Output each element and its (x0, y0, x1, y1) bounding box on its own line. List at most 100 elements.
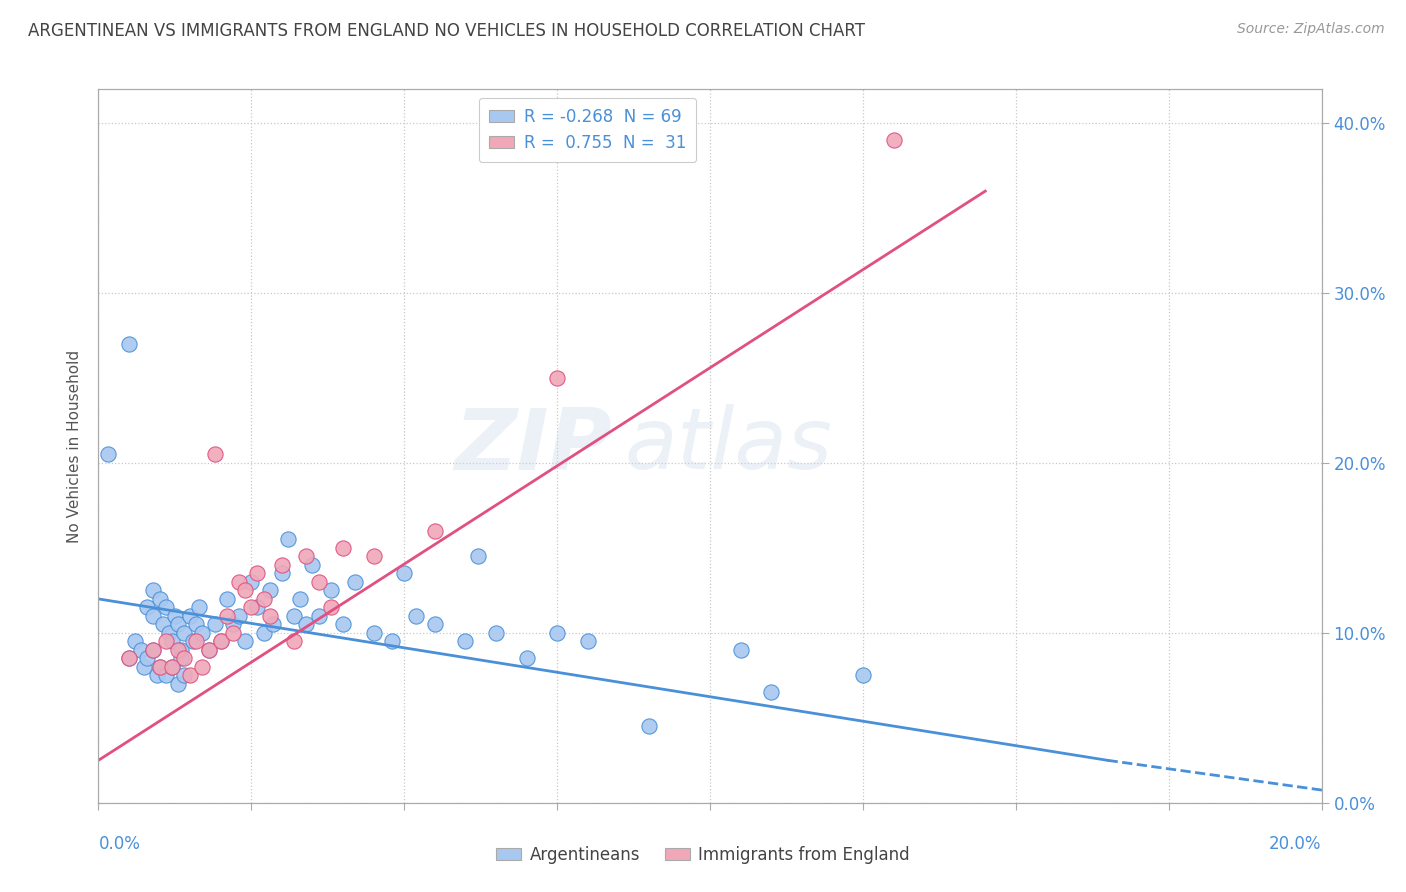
Point (179, 668, 201, 682)
Point (160, 634, 183, 648)
Point (181, 634, 204, 648)
Point (188, 600, 211, 615)
Point (283, 608, 305, 623)
Point (761, 685, 783, 699)
Point (118, 337, 141, 351)
Point (576, 634, 599, 648)
Point (197, 643, 219, 657)
Point (170, 643, 193, 657)
Point (228, 608, 250, 623)
Point (308, 608, 330, 623)
Point (215, 608, 238, 623)
Text: atlas: atlas (624, 404, 832, 488)
Point (332, 617, 354, 632)
Point (252, 626, 274, 640)
Point (167, 677, 190, 691)
Point (262, 617, 284, 632)
Point (228, 574, 250, 589)
Point (142, 608, 165, 623)
Point (173, 651, 195, 665)
Point (240, 600, 263, 615)
Text: 20.0%: 20.0% (1270, 835, 1322, 853)
Point (252, 591, 274, 606)
Point (363, 549, 385, 564)
Point (246, 600, 269, 615)
Point (186, 634, 208, 648)
Point (149, 591, 172, 606)
Point (142, 643, 165, 657)
Point (283, 634, 305, 648)
Point (381, 634, 404, 648)
Point (546, 371, 568, 385)
Text: 0.0%: 0.0% (98, 835, 141, 853)
Point (344, 574, 367, 589)
Point (363, 626, 385, 640)
Point (467, 549, 489, 564)
Point (215, 591, 238, 606)
Point (152, 617, 174, 632)
Point (157, 626, 180, 640)
Point (124, 634, 146, 648)
Legend: R = -0.268  N = 69, R =  0.755  N =  31: R = -0.268 N = 69, R = 0.755 N = 31 (479, 97, 696, 161)
Point (134, 660, 156, 674)
Text: ZIP: ZIP (454, 404, 612, 488)
Point (277, 533, 299, 547)
Point (423, 524, 446, 538)
Point (301, 558, 323, 572)
Point (295, 549, 318, 564)
Point (259, 583, 281, 598)
Point (163, 608, 186, 623)
Point (167, 617, 190, 632)
Point (204, 617, 226, 632)
Point (155, 668, 177, 682)
Point (423, 617, 446, 632)
Point (155, 634, 177, 648)
Point (129, 643, 152, 657)
Point (246, 566, 269, 581)
Point (883, 133, 905, 147)
Point (222, 626, 245, 640)
Legend: Argentineans, Immigrants from England: Argentineans, Immigrants from England (489, 839, 917, 871)
Point (173, 626, 195, 640)
Point (191, 660, 214, 674)
Point (173, 668, 195, 682)
Y-axis label: No Vehicles in Household: No Vehicles in Household (67, 350, 83, 542)
Point (167, 643, 190, 657)
Point (730, 643, 752, 657)
Point (209, 634, 232, 648)
Point (149, 660, 172, 674)
Point (160, 660, 183, 674)
Point (118, 651, 141, 665)
Point (270, 566, 294, 581)
Point (332, 541, 354, 555)
Point (222, 617, 245, 632)
Point (240, 574, 263, 589)
Text: Source: ZipAtlas.com: Source: ZipAtlas.com (1237, 22, 1385, 37)
Point (295, 617, 318, 632)
Point (233, 634, 256, 648)
Point (155, 600, 177, 615)
Point (142, 643, 165, 657)
Point (186, 617, 208, 632)
Point (145, 668, 167, 682)
Point (160, 660, 183, 674)
Point (546, 626, 568, 640)
Point (136, 651, 159, 665)
Point (118, 651, 141, 665)
Point (319, 600, 342, 615)
Point (319, 583, 342, 598)
Point (392, 566, 416, 581)
Text: ARGENTINEAN VS IMMIGRANTS FROM ENGLAND NO VEHICLES IN HOUSEHOLD CORRELATION CHAR: ARGENTINEAN VS IMMIGRANTS FROM ENGLAND N… (28, 22, 865, 40)
Point (454, 634, 477, 648)
Point (179, 608, 201, 623)
Point (170, 651, 193, 665)
Point (852, 668, 875, 682)
Point (149, 660, 172, 674)
Point (204, 448, 226, 462)
Point (191, 626, 214, 640)
Point (638, 719, 661, 733)
Point (405, 608, 427, 623)
Point (516, 651, 538, 665)
Point (142, 583, 165, 598)
Point (136, 600, 159, 615)
